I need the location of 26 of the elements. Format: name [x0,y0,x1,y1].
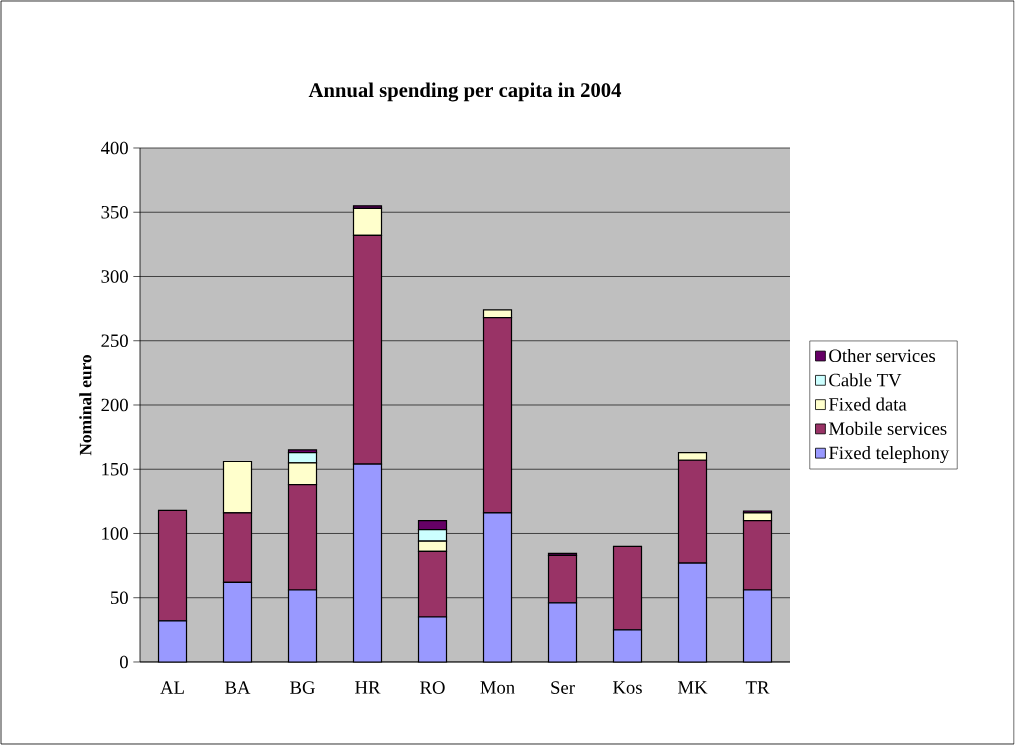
x-tick-label: TR [745,681,770,694]
legend-label: Mobile services [828,421,947,435]
y-axis-title: Nominal euro [79,355,92,456]
chart-title: Annual spending per capita in 2004 [308,82,622,102]
legend-label: Cable TV [829,373,902,387]
x-tick-label: Kos [613,681,642,694]
y-tick-label: 50 [111,591,128,605]
y-tick-label: 250 [101,334,128,348]
legend-label: Other services [829,348,936,363]
x-tick-label: BA [225,681,251,694]
y-tick-label: 150 [102,462,128,476]
y-tick-label: 100 [102,527,128,540]
x-tick-label: AL [160,681,184,694]
x-tick-label: Mon [480,681,515,694]
x-tick-label: RO [420,681,445,694]
legend-label: Fixed telephony [828,446,950,464]
x-tick-label: BG [290,681,315,694]
legend-label: Fixed data [828,397,907,411]
y-tick-label: 300 [101,270,128,283]
y-tick-label: 350 [101,205,128,219]
y-tick-label: 200 [101,398,128,412]
x-tick-label: HR [355,681,381,694]
y-tick-label: 400 [100,141,128,155]
y-tick-label: 0 [120,655,128,669]
x-tick-label: Ser [551,681,575,694]
x-tick-label: MK [678,681,708,694]
